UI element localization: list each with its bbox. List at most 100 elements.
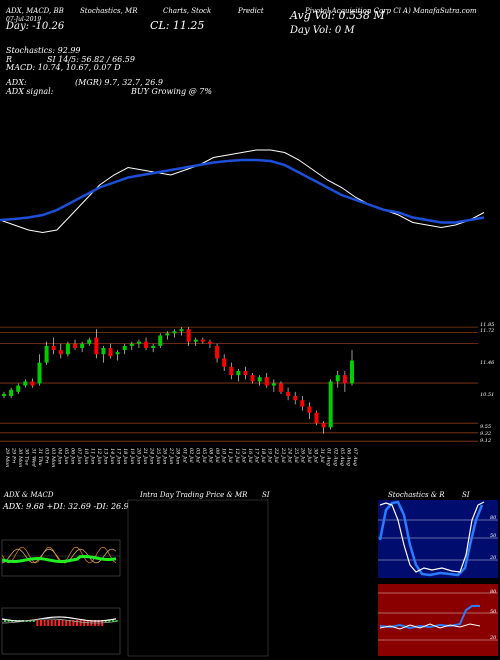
x-tick-label: 31 Wed	[30, 448, 36, 467]
candle-body	[286, 391, 291, 397]
x-tick-label: 18 Jun	[122, 448, 128, 464]
x-tick-label: 17 Jul	[254, 448, 260, 463]
x-tick-label: 02 Aug	[332, 448, 338, 466]
candle-body	[314, 412, 319, 424]
date-label: 07-Jul-2019	[6, 16, 42, 23]
x-tick-label: 29 Mon	[4, 447, 10, 467]
candle-body	[342, 375, 347, 384]
avg-volume: Avg Vol: 0.538 M	[290, 9, 385, 22]
x-tick-label: 16 Jul	[247, 448, 253, 463]
candle-body	[350, 360, 354, 384]
x-tick-label: 05 Jun	[63, 448, 69, 464]
macd-bar	[115, 620, 118, 622]
candle-body	[151, 345, 156, 348]
candle-body	[236, 370, 241, 376]
candle-body	[207, 341, 212, 344]
close-price: CL: 11.25	[150, 19, 205, 32]
day-volume: Day Vol: 0 M	[290, 25, 355, 36]
x-tick-label: 01 Aug	[326, 448, 332, 466]
y-tick: 9.12	[480, 438, 492, 444]
macd-bar	[83, 620, 86, 626]
x-tick-label: 26 Jul	[299, 447, 305, 463]
x-tick-label: 20 Jun	[135, 447, 141, 464]
candle-body	[44, 345, 49, 363]
mr-panel	[378, 584, 498, 656]
tab-adx-macd-bb[interactable]: ADX, MACD, BB	[6, 7, 64, 15]
x-tick-label: 04 Jun	[57, 448, 63, 464]
x-tick-label: 22 Jul	[273, 447, 279, 463]
mr-tick: 80	[490, 589, 497, 595]
x-tick-label: 30 Tue	[24, 448, 30, 466]
macd-bar	[61, 620, 64, 626]
x-tick-label: 02 Jul	[188, 448, 194, 463]
day-change: Day: -10.26	[6, 21, 65, 32]
tab-stochastics-mr[interactable]: Stochastics, MR	[80, 7, 138, 15]
x-tick-label: 18 Jul	[260, 448, 266, 463]
candle-body	[215, 345, 220, 359]
macd-bar	[72, 620, 75, 626]
x-tick-label: 31 Thu	[37, 448, 43, 466]
stoch-k-line	[378, 500, 484, 577]
intraday-panel	[127, 499, 269, 657]
x-tick-label: 07 Jun	[76, 448, 82, 464]
x-tick-label: 12 Jun	[96, 448, 102, 464]
candle-body	[293, 396, 298, 401]
candle-body	[257, 377, 262, 382]
candle-body	[278, 383, 283, 392]
candle-body	[58, 350, 63, 355]
x-tick-label: 25 Jun	[155, 447, 161, 464]
candle-body	[16, 385, 21, 392]
macd-bar	[4, 620, 6, 622]
candle-body	[165, 333, 170, 336]
macd-bar	[104, 620, 107, 622]
macd-bar	[58, 620, 60, 626]
candle-body	[193, 339, 198, 342]
x-tick-label: 06 Aug	[345, 448, 351, 466]
candle-body	[80, 343, 85, 348]
candle-body	[264, 377, 269, 386]
x-tick-label: 24 Jul	[286, 447, 292, 463]
candle-body	[179, 329, 184, 332]
adx-line	[1, 555, 117, 564]
macd-bar	[68, 620, 71, 626]
series-line-1	[0, 149, 485, 234]
x-tick-label: 26 Jun	[162, 447, 168, 464]
mr-tick: 20	[490, 635, 497, 641]
macd-bar	[43, 620, 46, 626]
x-tick-label: 03 Mon	[50, 448, 56, 467]
candle-body	[229, 366, 234, 376]
stochastics-value: Stochastics: 92.99	[6, 46, 81, 55]
x-tick-label: 28 Jun	[175, 447, 181, 464]
y-tick: 9.32	[480, 431, 492, 437]
x-tick-label: 30 Mon	[17, 448, 23, 467]
r-label: R	[6, 55, 13, 64]
candle-body	[328, 381, 333, 428]
candle-body	[115, 352, 120, 355]
tab-predict[interactable]: Predict	[238, 7, 264, 15]
stoch-tick: 80	[490, 515, 497, 521]
x-tick-label: 23 Jul	[280, 447, 286, 463]
x-tick-label: 12 Jul	[234, 448, 240, 463]
candle-body	[2, 393, 6, 397]
stochastics-title: Stochastics & R	[388, 491, 445, 499]
x-tick-label: 06 Jun	[70, 448, 76, 464]
x-tick-label: 25 Jul	[293, 447, 299, 463]
signal-line	[1, 618, 117, 624]
candle-body	[250, 375, 255, 382]
tab-charts-stock[interactable]: Charts, Stock	[163, 7, 212, 15]
candle-body	[101, 347, 106, 355]
candle-body	[186, 329, 191, 342]
macd-line	[1, 616, 117, 622]
candle-body	[73, 343, 78, 348]
macd-bar	[40, 620, 42, 626]
intraday-title: Intra Day Trading Price & MR	[140, 491, 248, 499]
candle-body	[335, 375, 340, 382]
x-tick-label: 17 Jun	[116, 448, 122, 464]
adx-label: ADX:	[6, 78, 27, 87]
x-tick-label: 03 Jul	[194, 448, 200, 463]
candle-body	[94, 337, 99, 355]
candle-body	[30, 381, 35, 386]
adx-readout: ADX: 9.68 +DI: 32.69 -DI: 26.92	[3, 502, 134, 511]
buy-signal: BUY Growing @ 7%	[131, 87, 212, 96]
candle-body	[172, 331, 177, 334]
